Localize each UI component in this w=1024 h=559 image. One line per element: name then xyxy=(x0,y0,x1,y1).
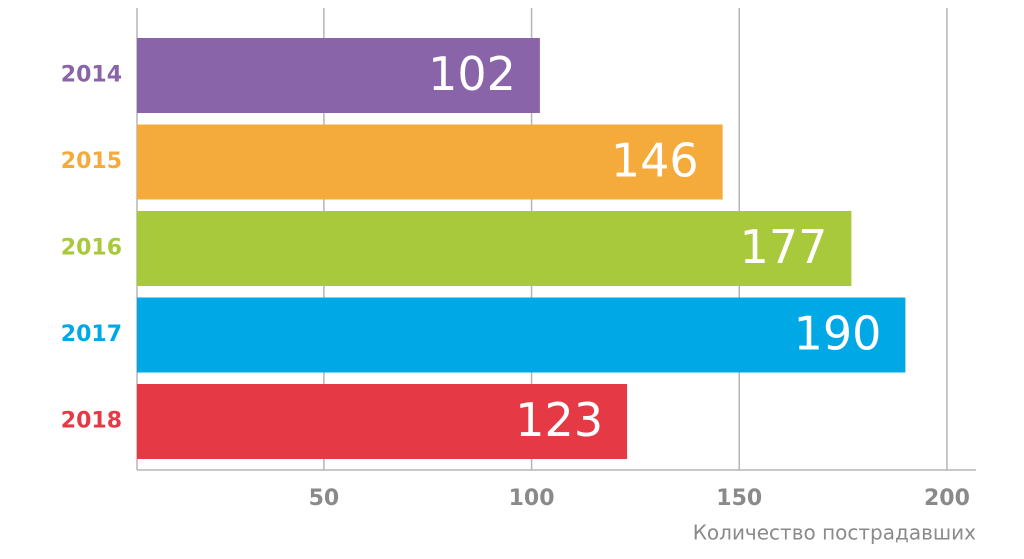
value-label: 102 xyxy=(428,47,516,101)
bar xyxy=(137,297,906,373)
value-label: 123 xyxy=(515,393,603,447)
y-tick-label: 2018 xyxy=(61,409,122,434)
x-tick-label: 100 xyxy=(509,486,555,511)
y-tick-label: 2017 xyxy=(61,322,122,347)
y-tick-label: 2016 xyxy=(61,236,122,261)
value-label: 177 xyxy=(740,220,828,274)
y-tick-label: 2015 xyxy=(61,149,122,174)
x-axis-label: Количество пострадавших xyxy=(693,521,976,545)
x-tick-label: 150 xyxy=(716,486,762,511)
bar xyxy=(137,38,540,113)
x-tick-label: 200 xyxy=(924,486,970,511)
y-tick-label: 2014 xyxy=(61,63,122,88)
x-tick-label: 50 xyxy=(309,486,340,511)
bar xyxy=(137,384,628,459)
bar xyxy=(137,124,723,200)
value-label: 146 xyxy=(611,134,699,188)
bar xyxy=(137,211,852,286)
value-label: 190 xyxy=(794,307,882,361)
